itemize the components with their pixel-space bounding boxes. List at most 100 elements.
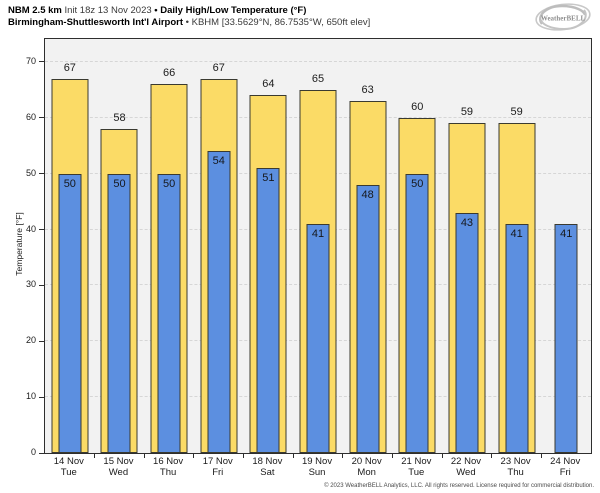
- high-value-label: 59: [460, 106, 474, 119]
- low-bar: [455, 212, 479, 453]
- bar-group-14-nov: 67 50: [45, 39, 95, 453]
- x-label-day: Tue: [408, 467, 425, 478]
- x-label-21-nov: 21 Nov Tue: [391, 456, 441, 478]
- y-tick-label-0: 0: [30, 447, 36, 457]
- bar-group-15-nov: 58 50: [95, 39, 145, 453]
- y-tick-label-30: 30: [25, 279, 36, 290]
- low-bar: [58, 173, 82, 453]
- y-tick-label-10: 10: [25, 391, 36, 402]
- low-bar: [554, 223, 578, 453]
- x-tick-9: [491, 453, 493, 458]
- low-bar: [256, 168, 280, 453]
- x-label-day: Tue: [60, 467, 77, 478]
- y-tick-70: [39, 61, 45, 63]
- subtitle-station: Birmingham-Shuttlesworth Int'l Airport: [8, 17, 184, 28]
- x-label-day: Sat: [260, 467, 275, 478]
- low-value-label: 50: [162, 177, 176, 190]
- high-value-label: 66: [162, 67, 176, 80]
- low-bar: [405, 173, 429, 453]
- y-tick-30: [39, 284, 45, 286]
- title-init: Init 18z 13 Nov 2023: [64, 5, 152, 16]
- bar-group-23-nov: 59 41: [492, 39, 542, 453]
- x-label-date: 20 Nov: [351, 456, 382, 467]
- x-label-17-nov: 17 Nov Fri: [193, 456, 243, 478]
- x-label-24-nov: 24 Nov Fri: [540, 456, 590, 478]
- x-tick-3: [193, 453, 195, 458]
- y-tick-60: [39, 117, 45, 119]
- y-tick-label-50: 50: [25, 167, 36, 178]
- x-label-date: 19 Nov: [301, 456, 333, 467]
- x-label-date: 14 Nov: [53, 456, 84, 467]
- x-label-day: Fri: [559, 467, 571, 478]
- high-value-label: 59: [510, 106, 523, 119]
- y-tick-0: [39, 452, 45, 454]
- x-label-date: 18 Nov: [252, 456, 283, 467]
- y-tick-label-40: 40: [25, 223, 36, 234]
- x-tick-10: [540, 453, 542, 458]
- bar-group-17-nov: 67 54: [194, 39, 244, 453]
- x-label-date: 24 Nov: [550, 456, 581, 467]
- y-tick-20: [39, 340, 45, 342]
- title-model: NBM 2.5 km: [8, 5, 62, 16]
- high-value-label: 67: [212, 61, 225, 74]
- high-value-label: 65: [311, 72, 325, 85]
- low-bar: [356, 184, 380, 453]
- x-label-day: Thu: [159, 467, 177, 478]
- x-label-day: Mon: [357, 467, 376, 478]
- low-value-label: 50: [63, 177, 76, 190]
- x-label-day: Fri: [212, 467, 224, 478]
- x-tick-7: [391, 453, 393, 458]
- bar-group-19-nov: 65 41: [293, 39, 343, 453]
- high-value-label: 58: [113, 111, 126, 124]
- x-label-day: Sun: [308, 467, 326, 478]
- low-value-label: 48: [361, 188, 374, 201]
- x-label-day: Thu: [507, 467, 524, 478]
- bar-group-21-nov: 60 50: [392, 39, 442, 453]
- high-value-label: 64: [262, 78, 275, 91]
- x-label-date: 21 Nov: [401, 456, 432, 467]
- y-tick-50: [39, 173, 45, 175]
- low-value-label: 51: [262, 172, 275, 185]
- low-value-label: 43: [460, 216, 474, 229]
- x-label-date: 15 Nov: [103, 456, 134, 467]
- bar-group-16-nov: 66 50: [144, 39, 194, 453]
- low-value-label: 41: [510, 227, 523, 240]
- plot-area: 67 50 58 50 66 50 67 54 64 51 65 41 63 48 60 50 59 43 59 41…: [39, 38, 592, 458]
- x-label-day: Wed: [456, 467, 476, 478]
- x-tick-2: [143, 453, 145, 458]
- x-tick-4: [243, 453, 245, 458]
- x-axis-labels: 14 Nov Tue 15 Nov Wed 16 Nov Thu 17 Nov Fri 18 N…: [44, 456, 590, 478]
- x-tick-5: [292, 453, 294, 458]
- x-label-15-nov: 15 Nov Wed: [94, 456, 144, 478]
- y-tick-40: [39, 229, 45, 231]
- x-label-date: 17 Nov: [202, 456, 233, 467]
- x-label-date: 22 Nov: [450, 456, 481, 467]
- subtitle-station-details: • KBHM [33.5629°N, 86.7535°W, 650ft elev…: [185, 17, 371, 28]
- x-label-day: Wed: [108, 467, 129, 478]
- high-value-label: 60: [411, 100, 424, 113]
- low-bar: [207, 151, 231, 453]
- x-label-18-nov: 18 Nov Sat: [243, 456, 293, 478]
- low-value-label: 50: [113, 177, 126, 190]
- x-label-20-nov: 20 Nov Mon: [342, 456, 392, 478]
- low-value-label: 41: [560, 227, 573, 240]
- x-label-date: 23 Nov: [500, 456, 531, 467]
- low-bar: [157, 173, 181, 453]
- high-value-label: 67: [63, 61, 76, 74]
- gridline-70: [45, 60, 591, 62]
- bar-group-22-nov: 59 43: [442, 39, 492, 453]
- swirl-icon: [535, 3, 591, 31]
- x-label-16-nov: 16 Nov Thu: [143, 456, 193, 478]
- x-tick-8: [441, 453, 443, 458]
- x-tick-6: [342, 453, 344, 458]
- weatherbell-logo: WeatherBELL: [535, 3, 591, 31]
- bar-group-18-nov: 64 51: [244, 39, 294, 453]
- y-axis-labels: 0 10 20 30 40 50 60 70: [0, 38, 40, 457]
- chart-title: NBM 2.5 km Init 18z 13 Nov 2023 • Daily …: [8, 5, 306, 17]
- x-label-14-nov: 14 Nov Tue: [44, 456, 94, 478]
- low-value-label: 41: [311, 227, 325, 240]
- y-tick-label-20: 20: [25, 335, 36, 346]
- x-label-22-nov: 22 Nov Wed: [441, 456, 491, 478]
- low-bar: [505, 223, 529, 453]
